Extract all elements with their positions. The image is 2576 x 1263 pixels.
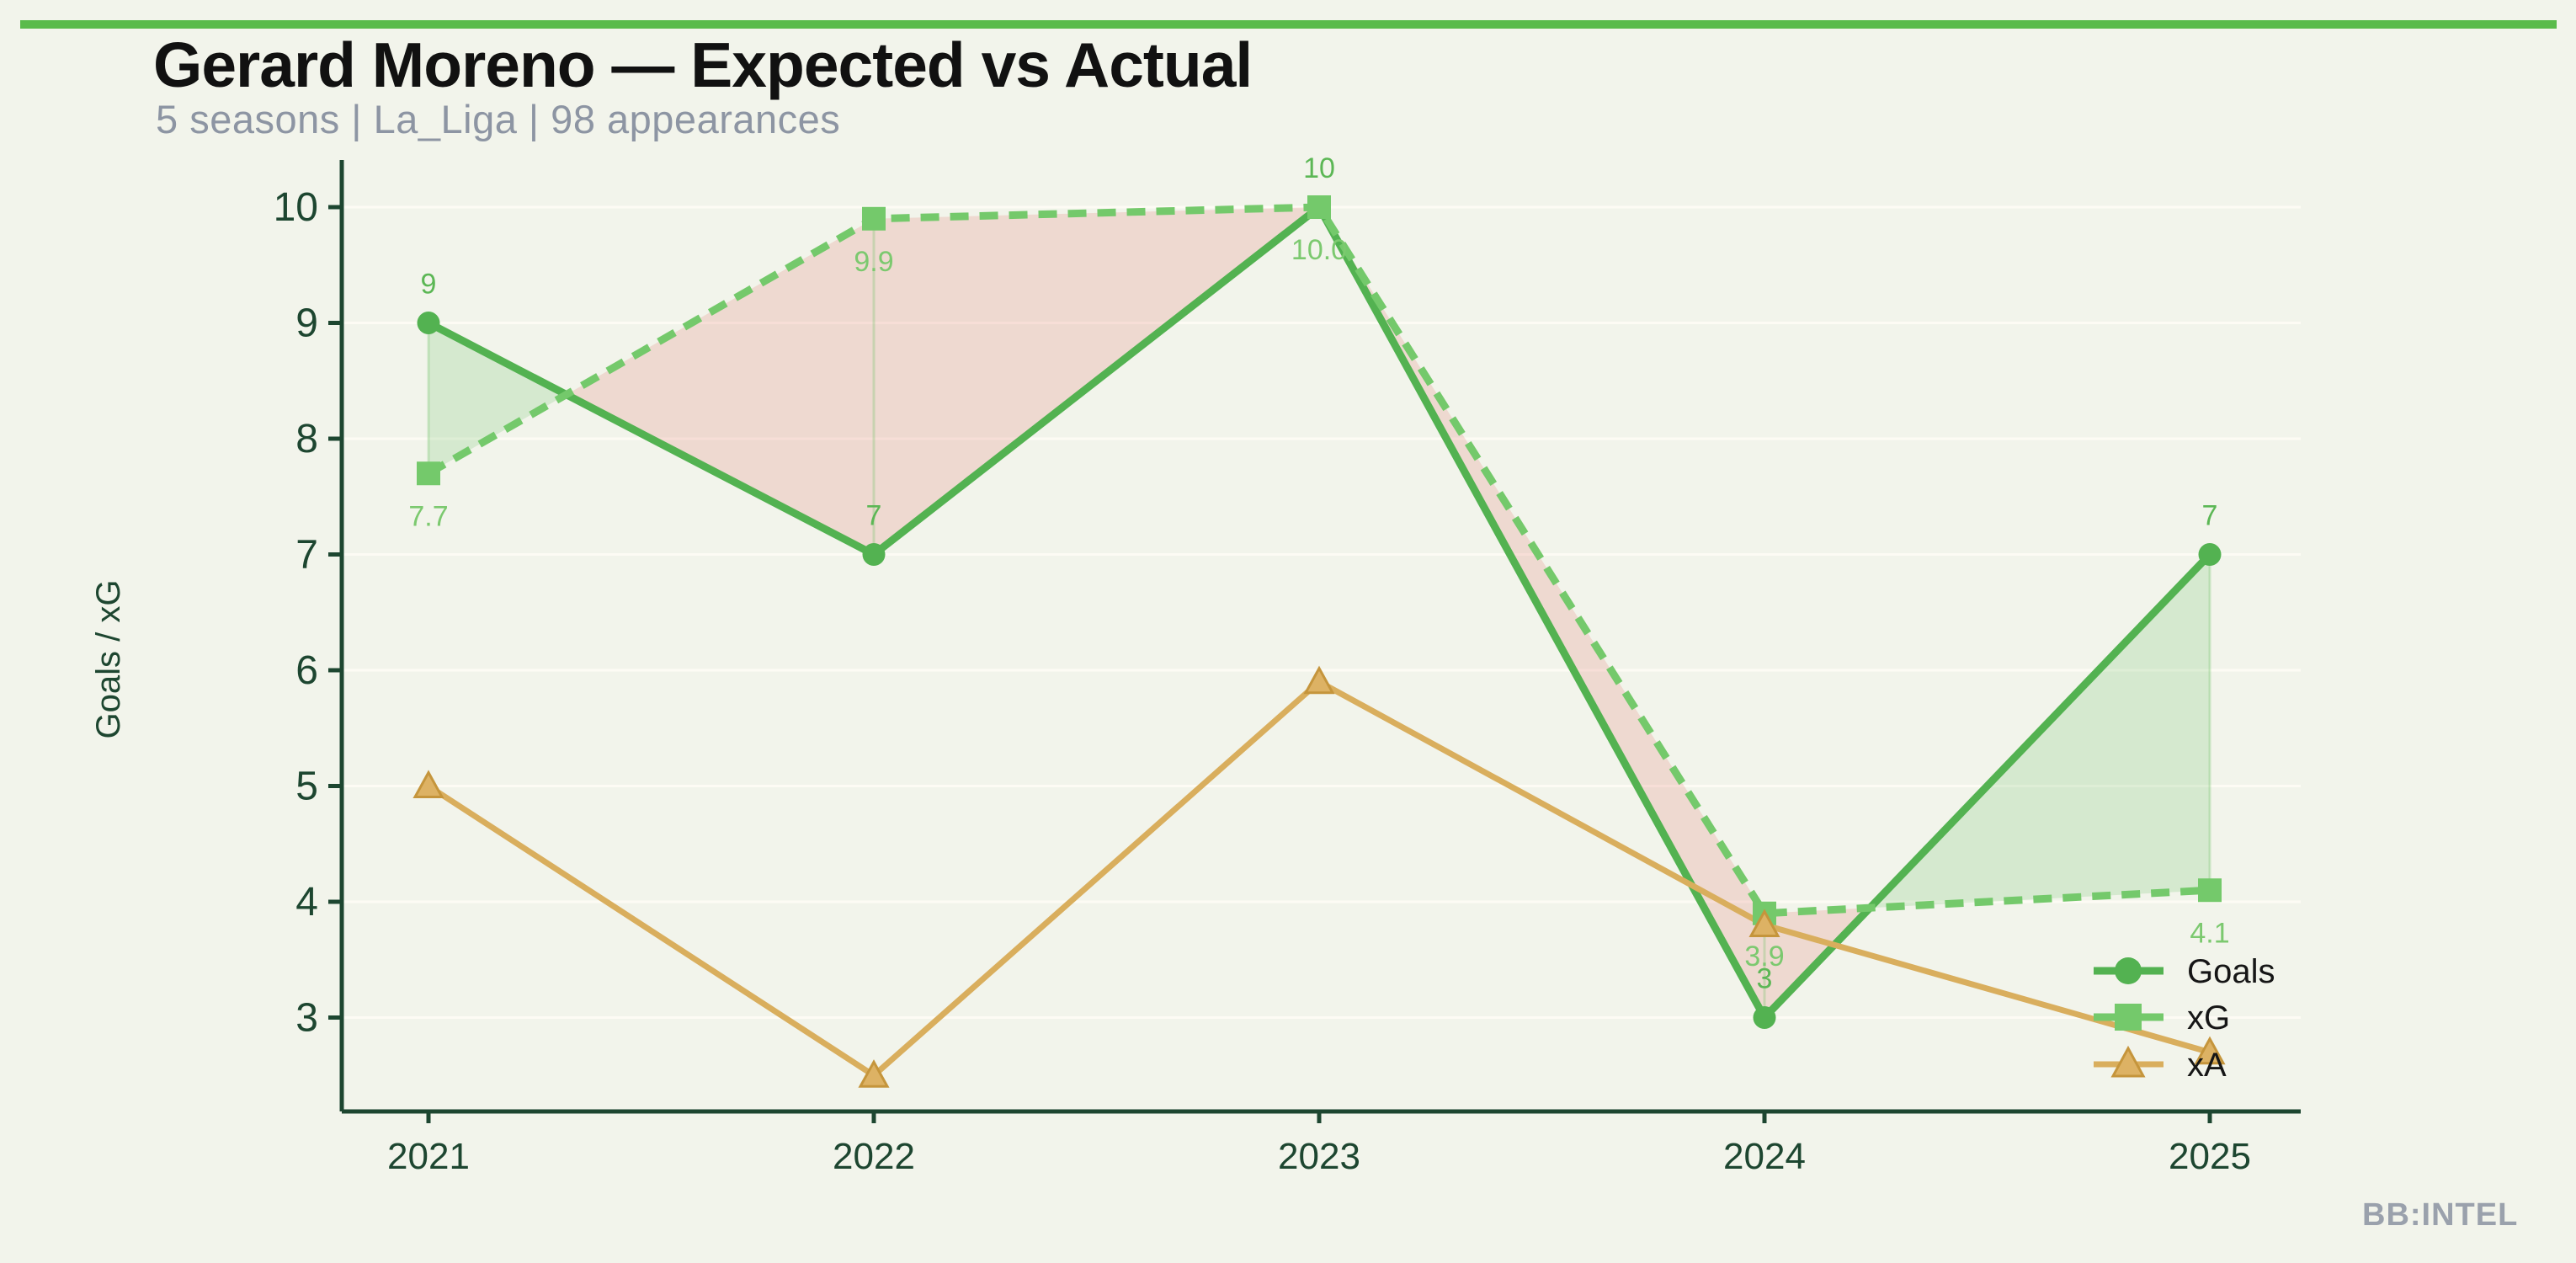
marker-xa-2025: [2194, 1036, 2226, 1065]
accent-topbar: [20, 20, 2557, 29]
x-tick-label: 2024: [1723, 1136, 1806, 1177]
y-tick-label: 5: [295, 765, 318, 809]
xg-value-label: 7.7: [408, 500, 448, 532]
series-xg-line: [426, 203, 2211, 918]
xg-value-label: 4.1: [2190, 917, 2229, 949]
brand-watermark: BB:INTEL: [2362, 1197, 2519, 1233]
xg-value-label: 10.0: [1291, 234, 1347, 266]
legend: Goals xG xA: [2094, 953, 2275, 1084]
marker-xa-2023: [1303, 665, 1335, 695]
xg-value-label: 3.9: [1744, 941, 1784, 973]
y-tick-label: 10: [274, 185, 318, 230]
x-tick-label: 2025: [2169, 1136, 2251, 1177]
goals-value-label: 7: [866, 500, 882, 532]
legend-label-xa: xA: [2187, 1047, 2227, 1084]
page-title: Gerard Moreno — Expected vs Actual: [153, 29, 1253, 100]
markers: [412, 195, 2226, 1088]
goals-value-label: 9: [421, 269, 437, 301]
legend-marker-xg: [2115, 1004, 2142, 1031]
marker-goals-2024: [1753, 1006, 1776, 1029]
marker-xg-2025: [2198, 878, 2222, 903]
fill-between-goals-xg: [428, 207, 2210, 1018]
x-tick-label: 2022: [833, 1136, 915, 1177]
y-axis-title: Goals / xG: [90, 580, 127, 739]
marker-xa-2024: [1748, 909, 1780, 937]
point-labels: 9 7 10 3 7 7.7 9.9 10.0 3.9 4.1: [408, 152, 2229, 995]
x-tick-label: 2021: [387, 1136, 470, 1177]
goals-value-label: 3: [1757, 963, 1773, 995]
marker-xg-2023: [1307, 195, 1331, 219]
marker-goals-2025: [2198, 543, 2222, 566]
y-tick-label: 4: [295, 880, 318, 925]
y-tick-label: 6: [295, 648, 318, 693]
goals-value-label: 10: [1303, 152, 1335, 184]
y-tick-label: 9: [295, 301, 318, 346]
fill-segment: [566, 218, 874, 555]
y-tick-label: 8: [295, 417, 318, 461]
x-tick-label: 2023: [1278, 1136, 1360, 1177]
legend-label-goals: Goals: [2187, 953, 2275, 990]
xg-value-label: 9.9: [854, 246, 893, 278]
axes: 3 4 5 6 7 8 9 10 2021 2022 2023 2024 2025 Goals / xG: [90, 160, 2301, 1177]
y-tick-label: 3: [295, 996, 318, 1041]
legend-marker-goals: [2115, 957, 2142, 984]
marker-xg-2022: [862, 206, 886, 231]
marker-xa-2022: [858, 1059, 890, 1088]
fill-segment: [428, 322, 567, 474]
marker-xg-2021: [417, 461, 440, 486]
legend-label-xg: xG: [2187, 999, 2230, 1037]
page-subtitle: 5 seasons | La_Liga | 98 appearances: [156, 97, 841, 141]
marker-goals-2021: [417, 312, 440, 334]
marker-xa-2021: [412, 770, 444, 798]
y-tick-label: 7: [295, 533, 318, 578]
marker-goals-2022: [862, 543, 886, 566]
legend-marker-xa: [2110, 1045, 2146, 1078]
goals-value-label: 7: [2202, 500, 2218, 532]
